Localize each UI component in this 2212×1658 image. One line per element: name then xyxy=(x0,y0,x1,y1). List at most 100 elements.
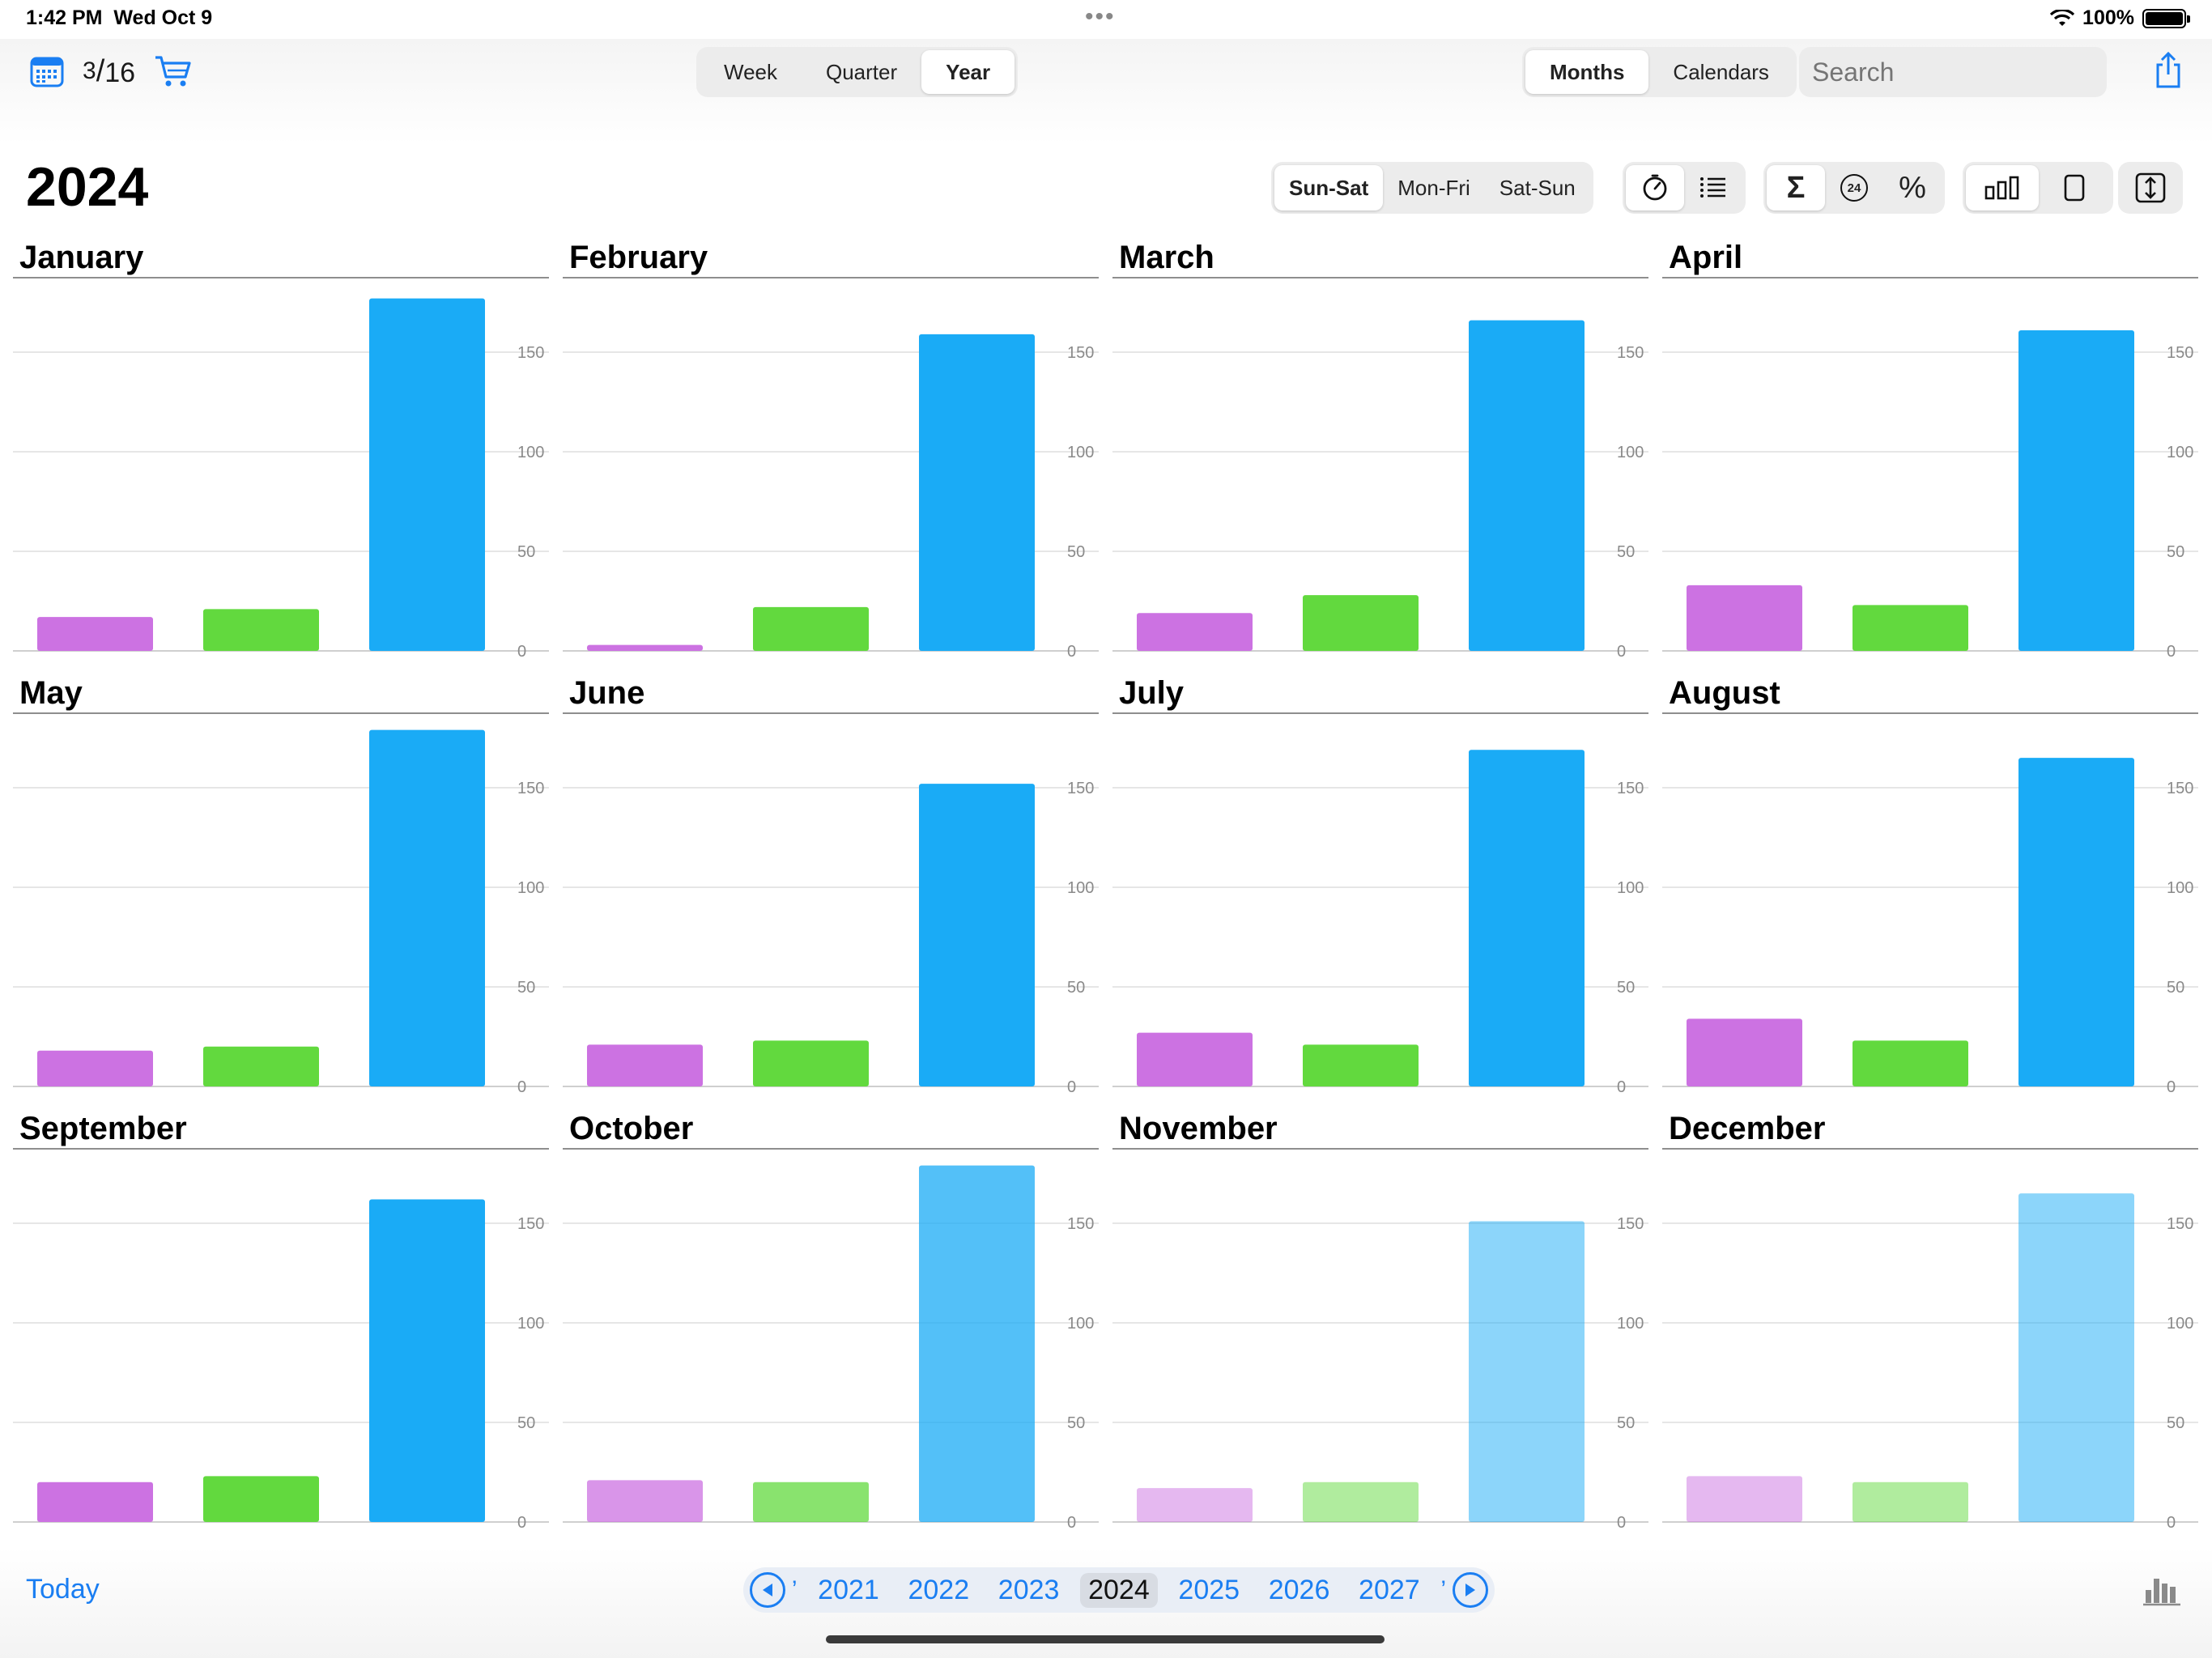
timer-button[interactable] xyxy=(1626,165,1684,210)
bar-3[interactable] xyxy=(369,729,485,1086)
sigma-icon: Σ xyxy=(1786,170,1806,205)
search-input[interactable] xyxy=(1812,57,2152,87)
bar-3[interactable] xyxy=(2018,758,2134,1086)
tab-months[interactable]: Months xyxy=(1525,50,1649,94)
month-panel-august[interactable]: August 150 100 50 0 xyxy=(1662,675,2198,1096)
bar-2[interactable] xyxy=(203,609,319,651)
next-year-button[interactable] xyxy=(1453,1572,1488,1608)
bar-3[interactable] xyxy=(369,298,485,651)
bar-2[interactable] xyxy=(753,1482,869,1522)
month-panel-march[interactable]: March 150 100 50 0 xyxy=(1112,240,1648,661)
y-tick-label: 0 xyxy=(517,1514,526,1532)
year-2026[interactable]: 2026 xyxy=(1268,1574,1330,1605)
bar-3[interactable] xyxy=(1469,750,1585,1086)
month-panel-july[interactable]: July 150 100 50 0 xyxy=(1112,675,1648,1096)
bar-3[interactable] xyxy=(919,334,1035,651)
month-chart: 150 100 50 0 xyxy=(1112,1215,1648,1532)
month-chart: 150 100 50 0 xyxy=(1662,1193,2198,1532)
bar-2[interactable] xyxy=(1303,1044,1419,1086)
layout-control xyxy=(1963,162,2113,214)
bar-1[interactable] xyxy=(587,644,703,651)
month-panel-december[interactable]: December 150 100 50 0 xyxy=(1662,1111,2198,1532)
search-field[interactable] xyxy=(1799,47,2152,97)
bar-2[interactable] xyxy=(1853,1040,1968,1086)
filter-sun-sat[interactable]: Sun-Sat xyxy=(1274,165,1384,210)
list-button[interactable] xyxy=(1684,165,1742,210)
year-2024[interactable]: 2024 xyxy=(1080,1572,1158,1608)
bar-3[interactable] xyxy=(1469,1221,1585,1522)
tab-week[interactable]: Week xyxy=(724,59,777,84)
bar-chart-button[interactable] xyxy=(1966,165,2039,210)
bar-3[interactable] xyxy=(369,1199,485,1522)
bar-1[interactable] xyxy=(1687,585,1802,651)
filter-mon-fri[interactable]: Mon-Fri xyxy=(1397,175,1470,200)
bar-2[interactable] xyxy=(1303,595,1419,651)
tab-year[interactable]: Year xyxy=(921,50,1015,94)
multitasking-dots-icon[interactable]: ••• xyxy=(1085,3,1116,30)
bar-1[interactable] xyxy=(587,1044,703,1086)
bar-3[interactable] xyxy=(1469,320,1585,651)
month-chart: 150 100 50 0 xyxy=(1662,329,2198,661)
year-2027[interactable]: 2027 xyxy=(1359,1574,1420,1605)
bar-2[interactable] xyxy=(1853,605,1968,651)
bar-2[interactable] xyxy=(1303,1482,1419,1522)
sum-button[interactable]: Σ xyxy=(1767,165,1825,210)
bar-1[interactable] xyxy=(37,1050,153,1086)
bar-2[interactable] xyxy=(203,1476,319,1522)
month-name: February xyxy=(569,240,708,275)
year-2021[interactable]: 2021 xyxy=(818,1574,879,1605)
previous-year-button[interactable] xyxy=(750,1572,785,1608)
bar-2[interactable] xyxy=(203,1046,319,1086)
y-tick-label: 100 xyxy=(1067,879,1094,897)
bar-1[interactable] xyxy=(1687,1018,1802,1086)
year-2023[interactable]: 2023 xyxy=(998,1574,1060,1605)
month-panel-june[interactable]: June 150 100 50 0 xyxy=(563,675,1099,1096)
bar-2[interactable] xyxy=(753,606,869,651)
status-right: 100% xyxy=(2050,6,2190,30)
month-panel-november[interactable]: November 150 100 50 0 xyxy=(1112,1111,1648,1532)
bar-1[interactable] xyxy=(1137,613,1253,651)
y-tick-label: 0 xyxy=(1617,643,1626,661)
year-2022[interactable]: 2022 xyxy=(908,1574,970,1605)
bar-1[interactable] xyxy=(587,1480,703,1522)
filter-sat-sun[interactable]: Sat-Sun xyxy=(1499,175,1576,200)
month-name: November xyxy=(1119,1111,1278,1146)
stats-icon[interactable] xyxy=(2142,1572,2181,1606)
single-card-button[interactable] xyxy=(2039,165,2110,210)
today-button[interactable]: Today xyxy=(26,1574,100,1605)
bar-3[interactable] xyxy=(2018,329,2134,651)
bar-1[interactable] xyxy=(37,617,153,651)
bar-3[interactable] xyxy=(919,784,1035,1086)
bar-1[interactable] xyxy=(1137,1032,1253,1086)
month-panel-october[interactable]: October 150 100 50 0 xyxy=(563,1111,1099,1532)
bar-1[interactable] xyxy=(1687,1476,1802,1522)
year-2025[interactable]: 2025 xyxy=(1178,1574,1240,1605)
expand-vertical-button[interactable] xyxy=(2121,165,2180,210)
share-icon[interactable] xyxy=(2154,52,2183,89)
month-panel-may[interactable]: May 150 100 50 0 xyxy=(13,675,549,1096)
bar-3[interactable] xyxy=(919,1165,1035,1522)
calendar-icon[interactable] xyxy=(29,53,65,89)
tab-quarter[interactable]: Quarter xyxy=(826,59,898,84)
y-tick-label: 150 xyxy=(1617,780,1644,797)
bar-1[interactable] xyxy=(37,1482,153,1522)
y-tick-label: 100 xyxy=(1617,879,1644,897)
bar-2[interactable] xyxy=(753,1040,869,1086)
bar-1[interactable] xyxy=(1137,1488,1253,1522)
y-tick-label: 150 xyxy=(1617,344,1644,362)
tab-calendars[interactable]: Calendars xyxy=(1673,59,1769,84)
bar-3[interactable] xyxy=(2018,1193,2134,1522)
year-edge-left: ’ xyxy=(791,1576,798,1603)
cart-icon[interactable] xyxy=(153,53,192,89)
hours-button[interactable]: 24 xyxy=(1825,165,1883,210)
month-panel-january[interactable]: January 150 100 50 0 xyxy=(13,240,549,661)
year-strip: ’ 2021 2022 2023 2024 2025 2026 2027 ’ xyxy=(785,1572,1453,1608)
y-tick-label: 50 xyxy=(2167,543,2184,561)
hours-24-icon: 24 xyxy=(1840,174,1868,202)
month-panel-april[interactable]: April 150 100 50 0 xyxy=(1662,240,2198,661)
month-panel-september[interactable]: September 150 100 50 0 xyxy=(13,1111,549,1532)
y-tick-label: 50 xyxy=(517,979,535,997)
month-panel-february[interactable]: February 150 100 50 0 xyxy=(563,240,1099,661)
bar-2[interactable] xyxy=(1853,1482,1968,1522)
percent-button[interactable]: % xyxy=(1883,165,1942,210)
